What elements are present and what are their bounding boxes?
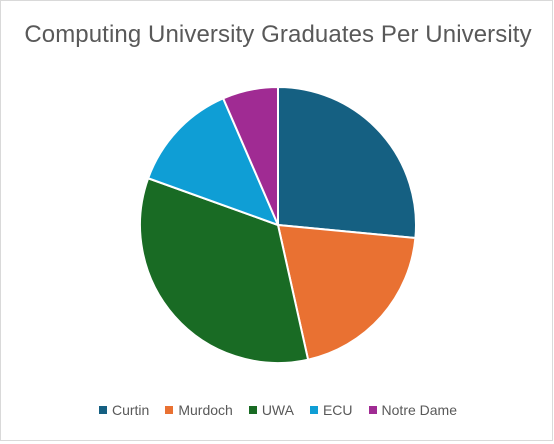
legend-swatch-curtin — [98, 406, 107, 414]
chart-title: Computing University Graduates Per Unive… — [24, 21, 532, 48]
pie-slice-uwa — [138, 177, 310, 364]
pie-slice-ecu — [147, 97, 279, 226]
chart-legend: Curtin Murdoch UWA ECU Notre Dame — [1, 402, 554, 418]
legend-item-uwa: UWA — [248, 402, 294, 418]
legend-item-murdoch: Murdoch — [165, 402, 233, 418]
legend-label-curtin: Curtin — [111, 402, 150, 418]
pie-slice-notre-dame — [222, 86, 279, 226]
pie-slice-murdoch — [277, 224, 417, 361]
legend-label-uwa: UWA — [261, 402, 294, 418]
legend-swatch-murdoch — [165, 406, 174, 414]
legend-label-notre-dame: Notre Dame — [381, 402, 457, 418]
pie-slice-curtin — [277, 86, 417, 239]
legend-item-ecu: ECU — [309, 402, 353, 418]
legend-swatch-uwa — [248, 406, 257, 414]
legend-swatch-ecu — [309, 406, 318, 414]
legend-label-murdoch: Murdoch — [178, 402, 233, 418]
legend-swatch-notre-dame — [368, 406, 377, 414]
legend-item-notre-dame: Notre Dame — [368, 402, 457, 418]
legend-label-ecu: ECU — [322, 402, 353, 418]
legend-item-curtin: Curtin — [98, 402, 150, 418]
